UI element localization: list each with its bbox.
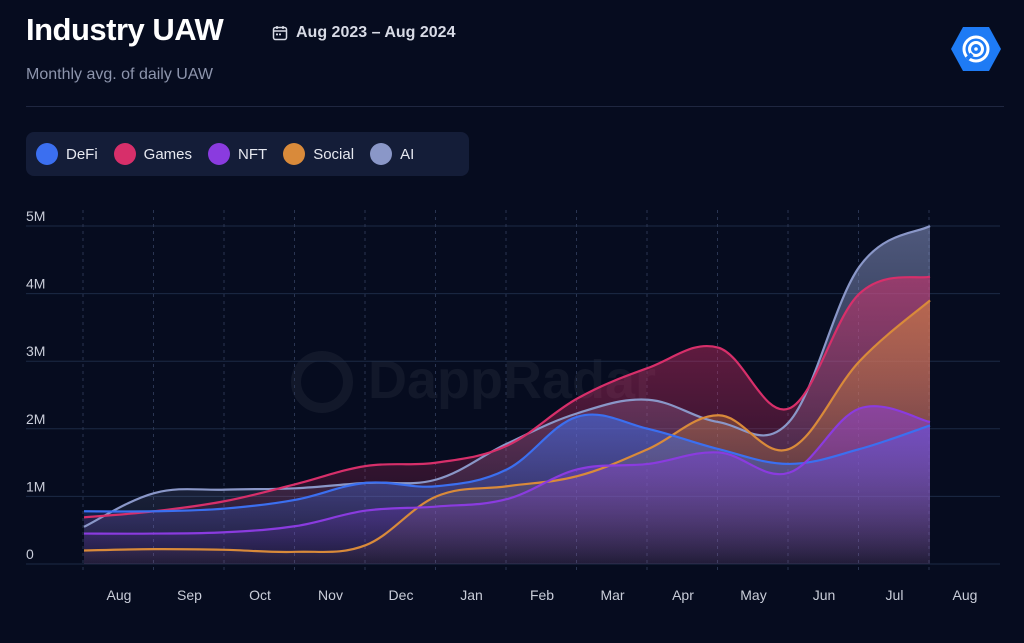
legend-dot: [208, 143, 231, 165]
watermark-icon: [291, 351, 353, 413]
x-tick-label: Oct: [249, 587, 271, 603]
legend-item-social[interactable]: Social: [283, 143, 354, 165]
legend-label: NFT: [238, 145, 268, 163]
x-tick-label: Aug: [953, 587, 978, 603]
y-tick-label: 3M: [26, 343, 45, 359]
date-range-picker[interactable]: Aug 2023 – Aug 2024: [272, 24, 455, 42]
legend-item-games[interactable]: Games: [113, 143, 193, 165]
series-line-social: [83, 299, 931, 554]
dappradar-logo-icon[interactable]: [950, 26, 1002, 72]
x-tick-label: Nov: [318, 587, 343, 603]
legend-item-nft[interactable]: NFT: [208, 143, 267, 165]
series-line-nft: [83, 405, 931, 535]
x-tick-label: Mar: [600, 587, 624, 603]
legend-dot: [113, 143, 136, 165]
y-tick-label: 0: [26, 546, 34, 562]
date-range-label: Aug 2023 – Aug 2024: [296, 24, 456, 41]
y-tick-label: 2M: [26, 411, 45, 427]
x-tick-label: Jun: [813, 587, 836, 603]
x-tick-label: May: [740, 587, 766, 603]
y-tick-label: 4M: [26, 276, 45, 292]
x-tick-label: Feb: [530, 587, 554, 603]
legend-label: AI: [400, 145, 415, 163]
x-tick-label: Apr: [672, 587, 694, 603]
legend-item-ai[interactable]: AI: [370, 143, 414, 165]
legend-label: Social: [313, 145, 355, 163]
x-tick-label: Dec: [389, 587, 414, 603]
calendar-icon: [272, 26, 288, 41]
legend-dot: [283, 143, 306, 165]
series-area-nft: [84, 406, 930, 564]
x-tick-label: Sep: [177, 587, 202, 603]
series-line-defi: [83, 413, 931, 513]
chart-subtitle: Monthly avg. of daily UAW: [26, 66, 214, 83]
y-tick-label: 5M: [26, 208, 45, 224]
x-tick-label: Aug: [107, 587, 132, 603]
chart-legend: DeFi Games NFT Social AI: [26, 132, 469, 176]
series-line-games: [83, 275, 931, 519]
legend-dot: [370, 143, 393, 165]
header-divider: [26, 106, 1004, 107]
legend-dot: [36, 143, 58, 165]
x-tick-label: Jul: [886, 587, 904, 603]
page-title: Industry UAW: [26, 12, 224, 47]
line-layer: [83, 225, 931, 554]
legend-label: DeFi: [66, 145, 98, 163]
legend-item-defi[interactable]: DeFi: [36, 143, 98, 165]
y-tick-label: 1M: [26, 478, 45, 494]
x-tick-label: Jan: [460, 587, 483, 603]
legend-label: Games: [143, 145, 193, 163]
